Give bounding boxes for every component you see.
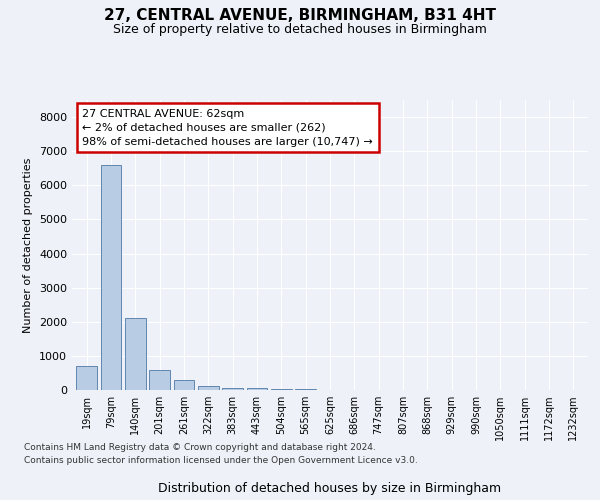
Text: Distribution of detached houses by size in Birmingham: Distribution of detached houses by size … [158, 482, 502, 495]
Bar [149, 370, 170, 390]
Bar [295, 389, 316, 390]
Bar [125, 318, 146, 390]
Bar [101, 165, 121, 390]
Text: Contains HM Land Registry data © Crown copyright and database right 2024.: Contains HM Land Registry data © Crown c… [24, 444, 376, 452]
Text: Size of property relative to detached houses in Birmingham: Size of property relative to detached ho… [113, 22, 487, 36]
Bar [76, 366, 97, 390]
Bar [247, 388, 268, 390]
Bar [222, 388, 243, 390]
Text: 27 CENTRAL AVENUE: 62sqm
← 2% of detached houses are smaller (262)
98% of semi-d: 27 CENTRAL AVENUE: 62sqm ← 2% of detache… [82, 108, 373, 146]
Bar [198, 386, 218, 390]
Bar [271, 388, 292, 390]
Bar [173, 380, 194, 390]
Text: 27, CENTRAL AVENUE, BIRMINGHAM, B31 4HT: 27, CENTRAL AVENUE, BIRMINGHAM, B31 4HT [104, 8, 496, 22]
Text: Contains public sector information licensed under the Open Government Licence v3: Contains public sector information licen… [24, 456, 418, 465]
Y-axis label: Number of detached properties: Number of detached properties [23, 158, 34, 332]
